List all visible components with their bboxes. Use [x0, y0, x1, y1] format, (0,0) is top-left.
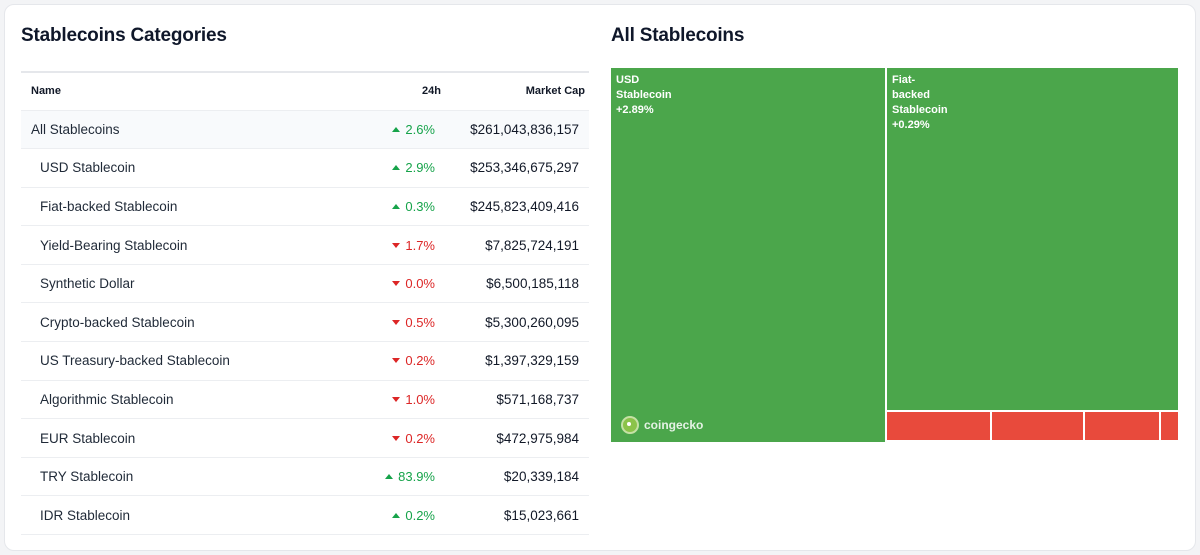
category-name[interactable]: Synthetic Dollar [40, 276, 135, 292]
change-24h: 0.2% [331, 342, 451, 381]
change-24h: 2.6% [331, 110, 451, 149]
table-row[interactable]: US Treasury-backed Stablecoin 0.2% $1,397,… [21, 341, 589, 381]
categories-title: Stablecoins Categories [21, 25, 227, 46]
column-header-24h[interactable]: 24h [422, 85, 441, 98]
caret-down-icon [392, 358, 401, 364]
change-24h: 0.2% [331, 419, 451, 458]
tile-change: +2.89% [616, 104, 654, 116]
change-value: 83.9% [398, 469, 435, 485]
caret-up-icon [392, 165, 401, 171]
table-row[interactable]: USD Stablecoin 2.9% $253,346,675,297 [21, 148, 589, 188]
category-name[interactable]: TRY Stablecoin [40, 469, 134, 485]
treemap-title: All Stablecoins [611, 25, 745, 46]
caret-down-icon [392, 281, 401, 287]
stablecoins-treemap: USD Stablecoin +2.89% coingecko Fiat- ba… [611, 68, 1178, 442]
caret-down-icon [392, 319, 401, 325]
brand-name: coingecko [644, 417, 704, 432]
tile-label: Stablecoin [892, 104, 948, 116]
treemap-tile-small[interactable] [1085, 412, 1159, 440]
category-name[interactable]: EUR Stablecoin [40, 430, 136, 446]
caret-up-icon [392, 512, 401, 518]
coingecko-watermark: coingecko [621, 416, 703, 434]
coingecko-logo-icon [621, 416, 639, 434]
market-cap: $7,825,724,191 [485, 237, 579, 253]
change-value: 0.5% [405, 314, 435, 330]
change-value: 1.7% [405, 237, 435, 253]
change-value: 0.3% [405, 198, 435, 214]
market-cap: $261,043,836,157 [470, 121, 579, 137]
caret-up-icon [392, 126, 401, 132]
tile-label: USD [616, 74, 640, 86]
change-value: 0.2% [405, 430, 435, 446]
category-name[interactable]: All Stablecoins [31, 121, 120, 137]
tile-label: Stablecoin [616, 89, 672, 101]
change-24h: 1.0% [331, 380, 451, 419]
category-name[interactable]: Algorithmic Stablecoin [40, 391, 174, 407]
table-row[interactable]: Fiat-backed Stablecoin 0.3% $245,823,409,4… [21, 187, 589, 226]
treemap-tile-small[interactable] [992, 412, 1083, 440]
category-name[interactable]: Fiat-backed Stablecoin [40, 198, 178, 214]
treemap-tile-fiat-backed-stablecoin[interactable]: Fiat- backed Stablecoin +0.29% [887, 68, 1178, 410]
change-24h: 1.7% [331, 226, 451, 265]
table-header-row: Name 24h Market Cap [21, 72, 589, 110]
market-cap: $1,397,329,159 [485, 353, 579, 369]
caret-up-icon [392, 203, 401, 209]
table-row[interactable]: Algorithmic Stablecoin 1.0% $571,168,737 [21, 380, 589, 419]
change-value: 2.9% [405, 160, 435, 176]
change-value: 0.0% [405, 276, 435, 292]
change-24h: 0.2% [331, 496, 451, 535]
category-name[interactable]: US Treasury-backed Stablecoin [40, 353, 230, 369]
market-cap: $15,023,661 [503, 507, 579, 523]
tile-label: backed [892, 89, 930, 101]
change-24h: 0.0% [331, 264, 451, 303]
market-cap: $245,823,409,416 [470, 198, 579, 214]
treemap-tile-small[interactable] [1161, 412, 1178, 440]
market-cap: $5,300,260,095 [485, 314, 579, 330]
tile-label: Fiat- [892, 74, 916, 86]
table-row[interactable]: IDR Stablecoin 0.2% $15,023,661 [21, 495, 589, 535]
change-24h: 2.9% [331, 149, 451, 188]
table-row[interactable]: Synthetic Dollar 0.0% $6,500,185,118 [21, 264, 589, 303]
market-cap: $472,975,984 [496, 430, 579, 446]
category-name[interactable]: Yield-Bearing Stablecoin [40, 237, 188, 253]
market-cap: $571,168,737 [496, 391, 579, 407]
change-value: 1.0% [405, 391, 435, 407]
table-row[interactable]: TRY Stablecoin 83.9% $20,339,184 [21, 457, 589, 496]
table-row[interactable]: EUR Stablecoin 0.2% $472,975,984 [21, 418, 589, 458]
change-24h: 83.9% [331, 457, 451, 496]
categories-table: Name 24h Market Cap All Stablecoins 2.6% $… [21, 71, 589, 535]
change-value: 2.6% [405, 121, 435, 137]
column-header-name[interactable]: Name [31, 85, 61, 98]
table-row[interactable]: All Stablecoins 2.6% $261,043,836,157 [21, 110, 589, 149]
change-24h: 0.5% [331, 303, 451, 342]
category-name[interactable]: Crypto-backed Stablecoin [40, 314, 195, 330]
treemap-tile-small[interactable] [887, 412, 990, 440]
caret-down-icon [392, 435, 401, 441]
change-value: 0.2% [405, 353, 435, 369]
table-row[interactable]: Yield-Bearing Stablecoin 1.7% $7,825,724,1… [21, 225, 589, 265]
change-value: 0.2% [405, 507, 435, 523]
market-cap: $6,500,185,118 [486, 276, 579, 292]
table-row[interactable]: Crypto-backed Stablecoin 0.5% $5,300,260,0… [21, 302, 589, 342]
caret-down-icon [392, 242, 401, 248]
change-24h: 0.3% [331, 187, 451, 226]
tile-change: +0.29% [892, 119, 930, 131]
category-name[interactable]: USD Stablecoin [40, 160, 136, 176]
treemap-tile-usd-stablecoin[interactable]: USD Stablecoin +2.89% coingecko [611, 68, 885, 442]
category-name[interactable]: IDR Stablecoin [40, 507, 131, 523]
stablecoins-card: Stablecoins Categories Name 24h Market C… [4, 4, 1196, 551]
market-cap: $253,346,675,297 [470, 160, 579, 176]
caret-down-icon [392, 396, 401, 402]
column-header-market-cap[interactable]: Market Cap [525, 85, 585, 98]
market-cap: $20,339,184 [503, 469, 579, 485]
caret-up-icon [385, 474, 394, 480]
